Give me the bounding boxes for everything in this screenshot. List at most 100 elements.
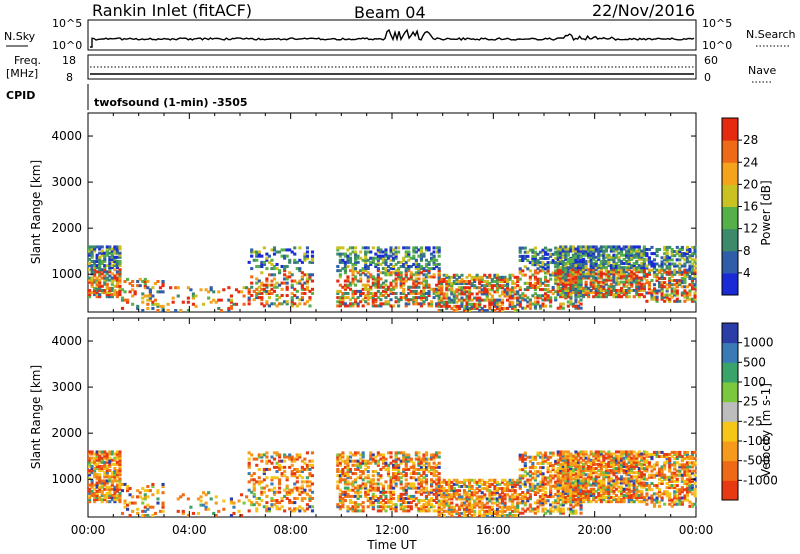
data-cell (561, 270, 565, 274)
data-cell (336, 289, 340, 293)
data-cell (526, 288, 530, 292)
data-cell (397, 451, 401, 455)
data-cell (392, 503, 396, 507)
data-cell (589, 272, 593, 276)
data-cell (576, 253, 581, 257)
data-cell (642, 266, 646, 270)
data-cell (285, 254, 289, 258)
data-cell (614, 291, 619, 295)
data-cell (143, 284, 147, 288)
data-cell (660, 272, 664, 276)
data-cell (432, 455, 436, 459)
data-cell (452, 296, 456, 300)
data-cell (356, 296, 360, 300)
data-cell (480, 290, 484, 294)
data-cell (503, 290, 507, 294)
data-cell (521, 273, 525, 277)
data-cell (559, 245, 563, 249)
data-cell (564, 475, 568, 479)
data-cell (680, 281, 684, 285)
data-cell (528, 283, 532, 287)
data-cell (495, 273, 499, 277)
data-cell (531, 302, 535, 306)
data-cell (417, 265, 421, 269)
data-cell (305, 279, 309, 283)
data-cell (305, 465, 309, 469)
data-cell (538, 296, 543, 300)
data-cell (594, 255, 598, 259)
data-cell (430, 505, 434, 509)
data-cell (538, 294, 543, 298)
data-cell (298, 455, 302, 459)
data-cell (488, 507, 492, 511)
data-cell (283, 281, 287, 285)
data-cell (298, 492, 302, 496)
data-cell (528, 302, 532, 306)
data-cell (310, 509, 315, 513)
data-cell (650, 293, 654, 297)
data-cell (604, 295, 608, 299)
data-cell (300, 285, 304, 289)
data-cell (516, 480, 520, 484)
data-cell (457, 511, 461, 515)
data-cell (158, 509, 163, 513)
data-cell (310, 474, 315, 478)
data-cell (468, 507, 472, 511)
data-cell (108, 479, 112, 483)
data-cell (652, 258, 657, 262)
data-cell (419, 474, 423, 478)
data-cell (293, 294, 297, 298)
data-cell (546, 509, 550, 513)
data-cell (447, 275, 451, 279)
data-cell (402, 296, 406, 300)
data-cell (561, 487, 565, 491)
data-cell (518, 271, 522, 275)
data-cell (541, 478, 545, 482)
data-cell (88, 452, 92, 456)
data-cell (445, 275, 449, 279)
data-cell (460, 277, 464, 281)
data-cell (617, 264, 621, 268)
data-cell (105, 487, 109, 491)
data-cell (270, 291, 274, 295)
data-cell (571, 272, 575, 276)
data-cell (584, 276, 588, 280)
data-cell (305, 250, 309, 254)
data-cell (247, 260, 251, 264)
data-cell (402, 488, 406, 492)
data-cell (298, 486, 302, 490)
data-cell (93, 288, 97, 292)
data-cell (161, 304, 165, 308)
data-cell (488, 288, 492, 292)
data-cell (531, 263, 535, 267)
data-cell (118, 286, 122, 290)
data-cell (554, 279, 558, 283)
data-cell (622, 257, 626, 261)
data-cell (468, 497, 472, 501)
data-cell (533, 455, 537, 459)
data-cell (118, 479, 122, 483)
data-cell (523, 464, 527, 468)
velocity-cells (88, 450, 697, 518)
data-cell (356, 509, 360, 513)
data-cell (435, 250, 439, 254)
data-cell (98, 274, 102, 278)
data-cell (533, 269, 537, 273)
data-cell (447, 497, 451, 501)
data-cell (447, 484, 451, 488)
data-cell (475, 503, 479, 507)
data-cell (115, 245, 119, 249)
data-cell (397, 472, 401, 476)
data-cell (407, 457, 411, 461)
data-cell (480, 292, 484, 296)
data-cell (556, 462, 560, 466)
data-cell (513, 497, 517, 501)
data-cell (397, 465, 401, 469)
data-cell (346, 505, 350, 509)
data-cell (354, 501, 358, 505)
data-cell (379, 294, 383, 298)
data-cell (475, 273, 479, 277)
data-cell (384, 271, 388, 275)
data-cell (432, 260, 436, 264)
data-cell (336, 453, 340, 457)
